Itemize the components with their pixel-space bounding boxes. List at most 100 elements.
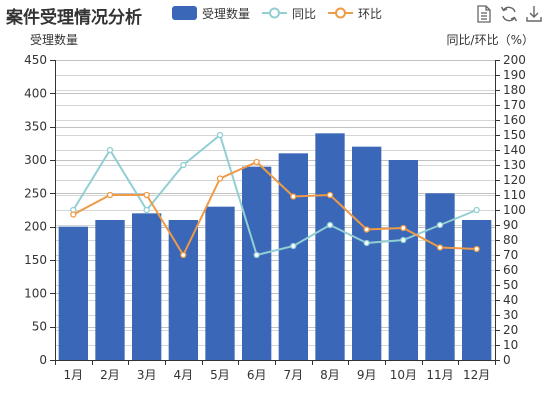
point-yoy-8 [326,221,334,229]
bar-7 [278,153,308,360]
x-tick-label: 1月 [64,368,84,382]
x-tick-label: 10月 [390,368,417,382]
y-tick-label: 100 [24,286,47,300]
point-yoy-12 [473,206,480,214]
x-tick-label: 4月 [174,368,194,382]
x-tick-label: 5月 [210,368,230,382]
y-tick-label: 350 [24,120,47,134]
data-view-icon[interactable] [474,4,494,24]
bar-2 [95,220,125,360]
y2-tick-label: 190 [503,68,526,82]
point-mom-4 [180,251,187,259]
point-mom-9 [363,226,370,233]
point-yoy-4 [180,161,187,169]
point-yoy-6 [253,251,260,259]
point-mom-3 [143,191,150,199]
y-tick-label: 200 [24,220,47,234]
y2-tick-label: 200 [503,53,526,67]
bar-1 [58,226,88,360]
legend-label-yoy: 同比 [292,6,317,21]
legend-item-bar[interactable]: 受理数量 [172,5,250,21]
line-yoy [72,134,478,256]
legend-swatch-mom [328,7,353,19]
bar-8 [315,133,345,360]
point-mom-8 [326,191,334,199]
y2-tick-label: 50 [503,278,518,292]
legend-swatch-bar [172,6,197,20]
y-tick-label: 0 [39,353,47,367]
bar-4 [168,220,198,360]
line-mom [72,161,477,256]
tick-labels: 0501001502002503003504004500102030405060… [24,53,526,382]
y2-tick-label: 140 [503,143,526,157]
point-yoy-9 [363,239,370,247]
y2-tick-label: 70 [503,248,518,262]
point-mom-1 [70,211,77,218]
gridlines [55,60,495,361]
bar-11 [425,193,455,360]
x-tick-label: 6月 [247,368,267,382]
x-tick-label: 3月 [137,368,157,382]
bar-12 [462,220,492,360]
bar-6 [242,166,272,360]
legend-item-mom[interactable]: 环比 [328,5,382,21]
y2-tick-label: 160 [503,113,526,127]
point-mom-6 [253,158,260,166]
y2-tick-label: 110 [503,188,526,202]
y2-tick-label: 120 [503,173,526,187]
y2-tick-label: 80 [503,233,518,247]
y2-tick-label: 60 [503,263,518,277]
x-tick-label: 11月 [426,368,453,382]
x-tick-label: 7月 [284,368,304,382]
point-mom-12 [473,245,480,253]
point-yoy-11 [436,221,444,229]
y2-tick-label: 130 [503,158,526,172]
y-tick-label: 150 [24,253,47,267]
point-mom-7 [290,193,297,200]
bar-10 [388,160,418,360]
y2-tick-label: 180 [503,83,526,97]
y2-tick-label: 20 [503,323,518,337]
x-tick-label: 2月 [100,368,120,382]
y-tick-label: 450 [24,53,47,67]
point-mom-10 [400,224,407,232]
y2-tick-label: 10 [503,338,518,352]
y-tick-label: 400 [24,86,47,100]
download-icon[interactable] [524,4,544,24]
x-tick-label: 12月 [463,368,490,382]
point-yoy-10 [400,236,407,244]
bar-series [58,133,492,360]
y2-tick-label: 30 [503,308,518,322]
y2-tick-label: 100 [503,203,526,217]
bar-9 [352,146,382,360]
bar-3 [132,213,162,360]
legend-label-mom: 环比 [358,6,383,21]
x-tick-label: 8月 [320,368,340,382]
axes [50,60,500,365]
point-mom-2 [106,191,114,199]
legend-item-yoy[interactable]: 同比 [262,5,316,21]
y2-tick-label: 40 [503,293,518,307]
y2-tick-label: 0 [503,353,511,367]
legend-label-bar: 受理数量 [202,6,251,21]
chart-title: 案件受理情况分析 [6,8,142,28]
point-yoy-5 [216,131,224,139]
y-tick-label: 250 [24,186,47,200]
y-axis-label: 受理数量 [30,33,79,47]
y-tick-label: 300 [24,153,47,167]
legend-swatch-yoy [262,7,287,19]
point-mom-11 [436,244,444,251]
x-tick-label: 9月 [357,368,377,382]
y-tick-label: 50 [32,320,47,334]
y2-tick-label: 150 [503,128,526,142]
point-yoy-7 [290,242,297,250]
point-yoy-3 [143,206,150,214]
y2-tick-label: 90 [503,218,518,232]
line-series [70,131,480,259]
point-yoy-2 [106,146,114,154]
bar-5 [205,206,235,360]
y2-axis-label: 同比/环比（%） [446,33,534,47]
y2-tick-label: 170 [503,98,526,112]
refresh-icon[interactable] [499,4,519,24]
